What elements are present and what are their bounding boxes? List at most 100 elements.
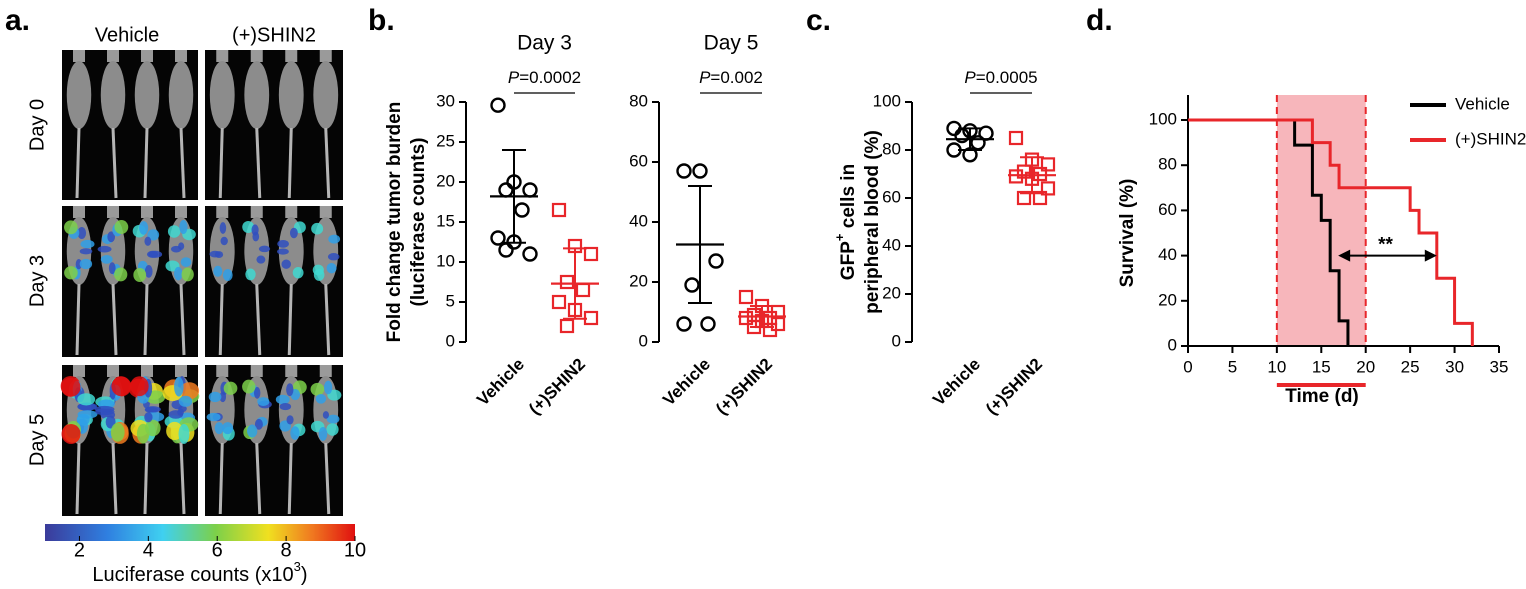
signal xyxy=(107,231,116,243)
legend-label: Vehicle xyxy=(1455,94,1510,113)
signal xyxy=(80,239,95,249)
signal xyxy=(324,380,333,395)
label-text: cells in xyxy=(838,164,859,234)
mouse-head xyxy=(73,365,85,377)
signal xyxy=(180,257,192,267)
signal xyxy=(174,266,183,281)
point xyxy=(522,246,538,262)
mouse-tail xyxy=(218,283,224,356)
x-tick-label: Vehicle xyxy=(473,355,528,410)
point xyxy=(1040,157,1056,172)
p-italic: P xyxy=(699,68,711,87)
survival-line xyxy=(1188,118,1474,346)
mouse-body xyxy=(134,61,160,129)
signal xyxy=(75,258,82,270)
y-tick-label: 60 xyxy=(882,187,901,206)
signal xyxy=(130,376,149,397)
panel-label: c. xyxy=(806,4,831,37)
y-tick-label: 10 xyxy=(436,251,455,270)
signal xyxy=(111,376,131,397)
mouse-head xyxy=(319,50,332,62)
mouse-head xyxy=(216,50,229,62)
y-tick-label: 0 xyxy=(892,331,901,350)
signal xyxy=(208,391,222,403)
mouse-tail xyxy=(287,442,293,515)
signal xyxy=(256,255,266,264)
p-text: =0.002 xyxy=(710,68,762,87)
point xyxy=(575,282,591,298)
mouse-head xyxy=(141,365,153,377)
signal xyxy=(286,415,294,425)
mouse-head xyxy=(141,50,153,62)
label-text: GFP xyxy=(838,241,859,280)
signal xyxy=(77,226,87,239)
signal xyxy=(326,423,339,436)
mouse-tail xyxy=(218,127,224,199)
arrow-head xyxy=(1424,249,1437,262)
mouse-tail xyxy=(75,127,81,199)
mouse-tail xyxy=(287,127,293,199)
point xyxy=(1016,190,1032,206)
x-tick-label: Vehicle xyxy=(929,355,984,410)
mouse-head xyxy=(216,206,229,218)
signal xyxy=(178,423,190,444)
signal xyxy=(254,418,263,430)
signal xyxy=(289,227,298,239)
point xyxy=(708,253,724,269)
signal xyxy=(277,248,289,255)
point xyxy=(559,274,575,290)
signal xyxy=(286,383,294,397)
mouse-head xyxy=(175,206,187,218)
y-tick-label: 15 xyxy=(436,211,455,230)
mouse-head xyxy=(141,206,153,218)
mouse-head xyxy=(107,206,119,218)
point xyxy=(1016,164,1032,179)
signal xyxy=(61,423,81,444)
chart-title: Day 5 xyxy=(704,32,759,55)
signal xyxy=(326,414,340,424)
mouse-body xyxy=(209,61,235,129)
mouse-body xyxy=(244,61,270,129)
point xyxy=(498,242,514,258)
point xyxy=(583,246,599,262)
row-header: Day 3 xyxy=(26,255,48,307)
legend-label: (+)SHIN2 xyxy=(1455,129,1526,148)
signal xyxy=(257,397,270,406)
y-axis-label: peripheral blood (%) xyxy=(862,130,883,314)
signal xyxy=(213,265,223,277)
y-tick-label: 80 xyxy=(629,91,648,110)
signal xyxy=(214,422,224,435)
y-tick-label: 30 xyxy=(436,91,455,110)
signal xyxy=(136,423,150,444)
row-header: Day 0 xyxy=(26,99,48,151)
mouse-body xyxy=(66,61,92,129)
signal xyxy=(133,268,147,282)
p-value: P=0.0005 xyxy=(964,68,1037,87)
mouse-head xyxy=(107,365,119,377)
point xyxy=(514,202,530,218)
signal xyxy=(326,263,337,274)
point xyxy=(490,230,506,246)
signal xyxy=(290,426,300,440)
chart-title: Day 3 xyxy=(517,32,572,55)
arrow-head xyxy=(1338,249,1351,262)
signal xyxy=(108,262,116,275)
point xyxy=(692,163,708,179)
signal xyxy=(219,391,227,403)
survival-line xyxy=(1188,118,1350,346)
y-tick-label: 40 xyxy=(1158,245,1177,264)
mouse-tail xyxy=(255,127,262,199)
signal xyxy=(179,382,200,400)
x-tick-label: 20 xyxy=(1356,357,1375,376)
signal xyxy=(174,376,184,397)
mouse-tail xyxy=(111,442,118,515)
signal xyxy=(181,267,194,282)
signal xyxy=(222,422,234,435)
point xyxy=(498,182,514,198)
signal xyxy=(144,264,153,278)
y-tick-label: 0 xyxy=(1168,335,1177,354)
signal xyxy=(144,236,152,246)
point xyxy=(1032,190,1048,206)
signal xyxy=(315,393,327,404)
signal xyxy=(110,422,125,442)
